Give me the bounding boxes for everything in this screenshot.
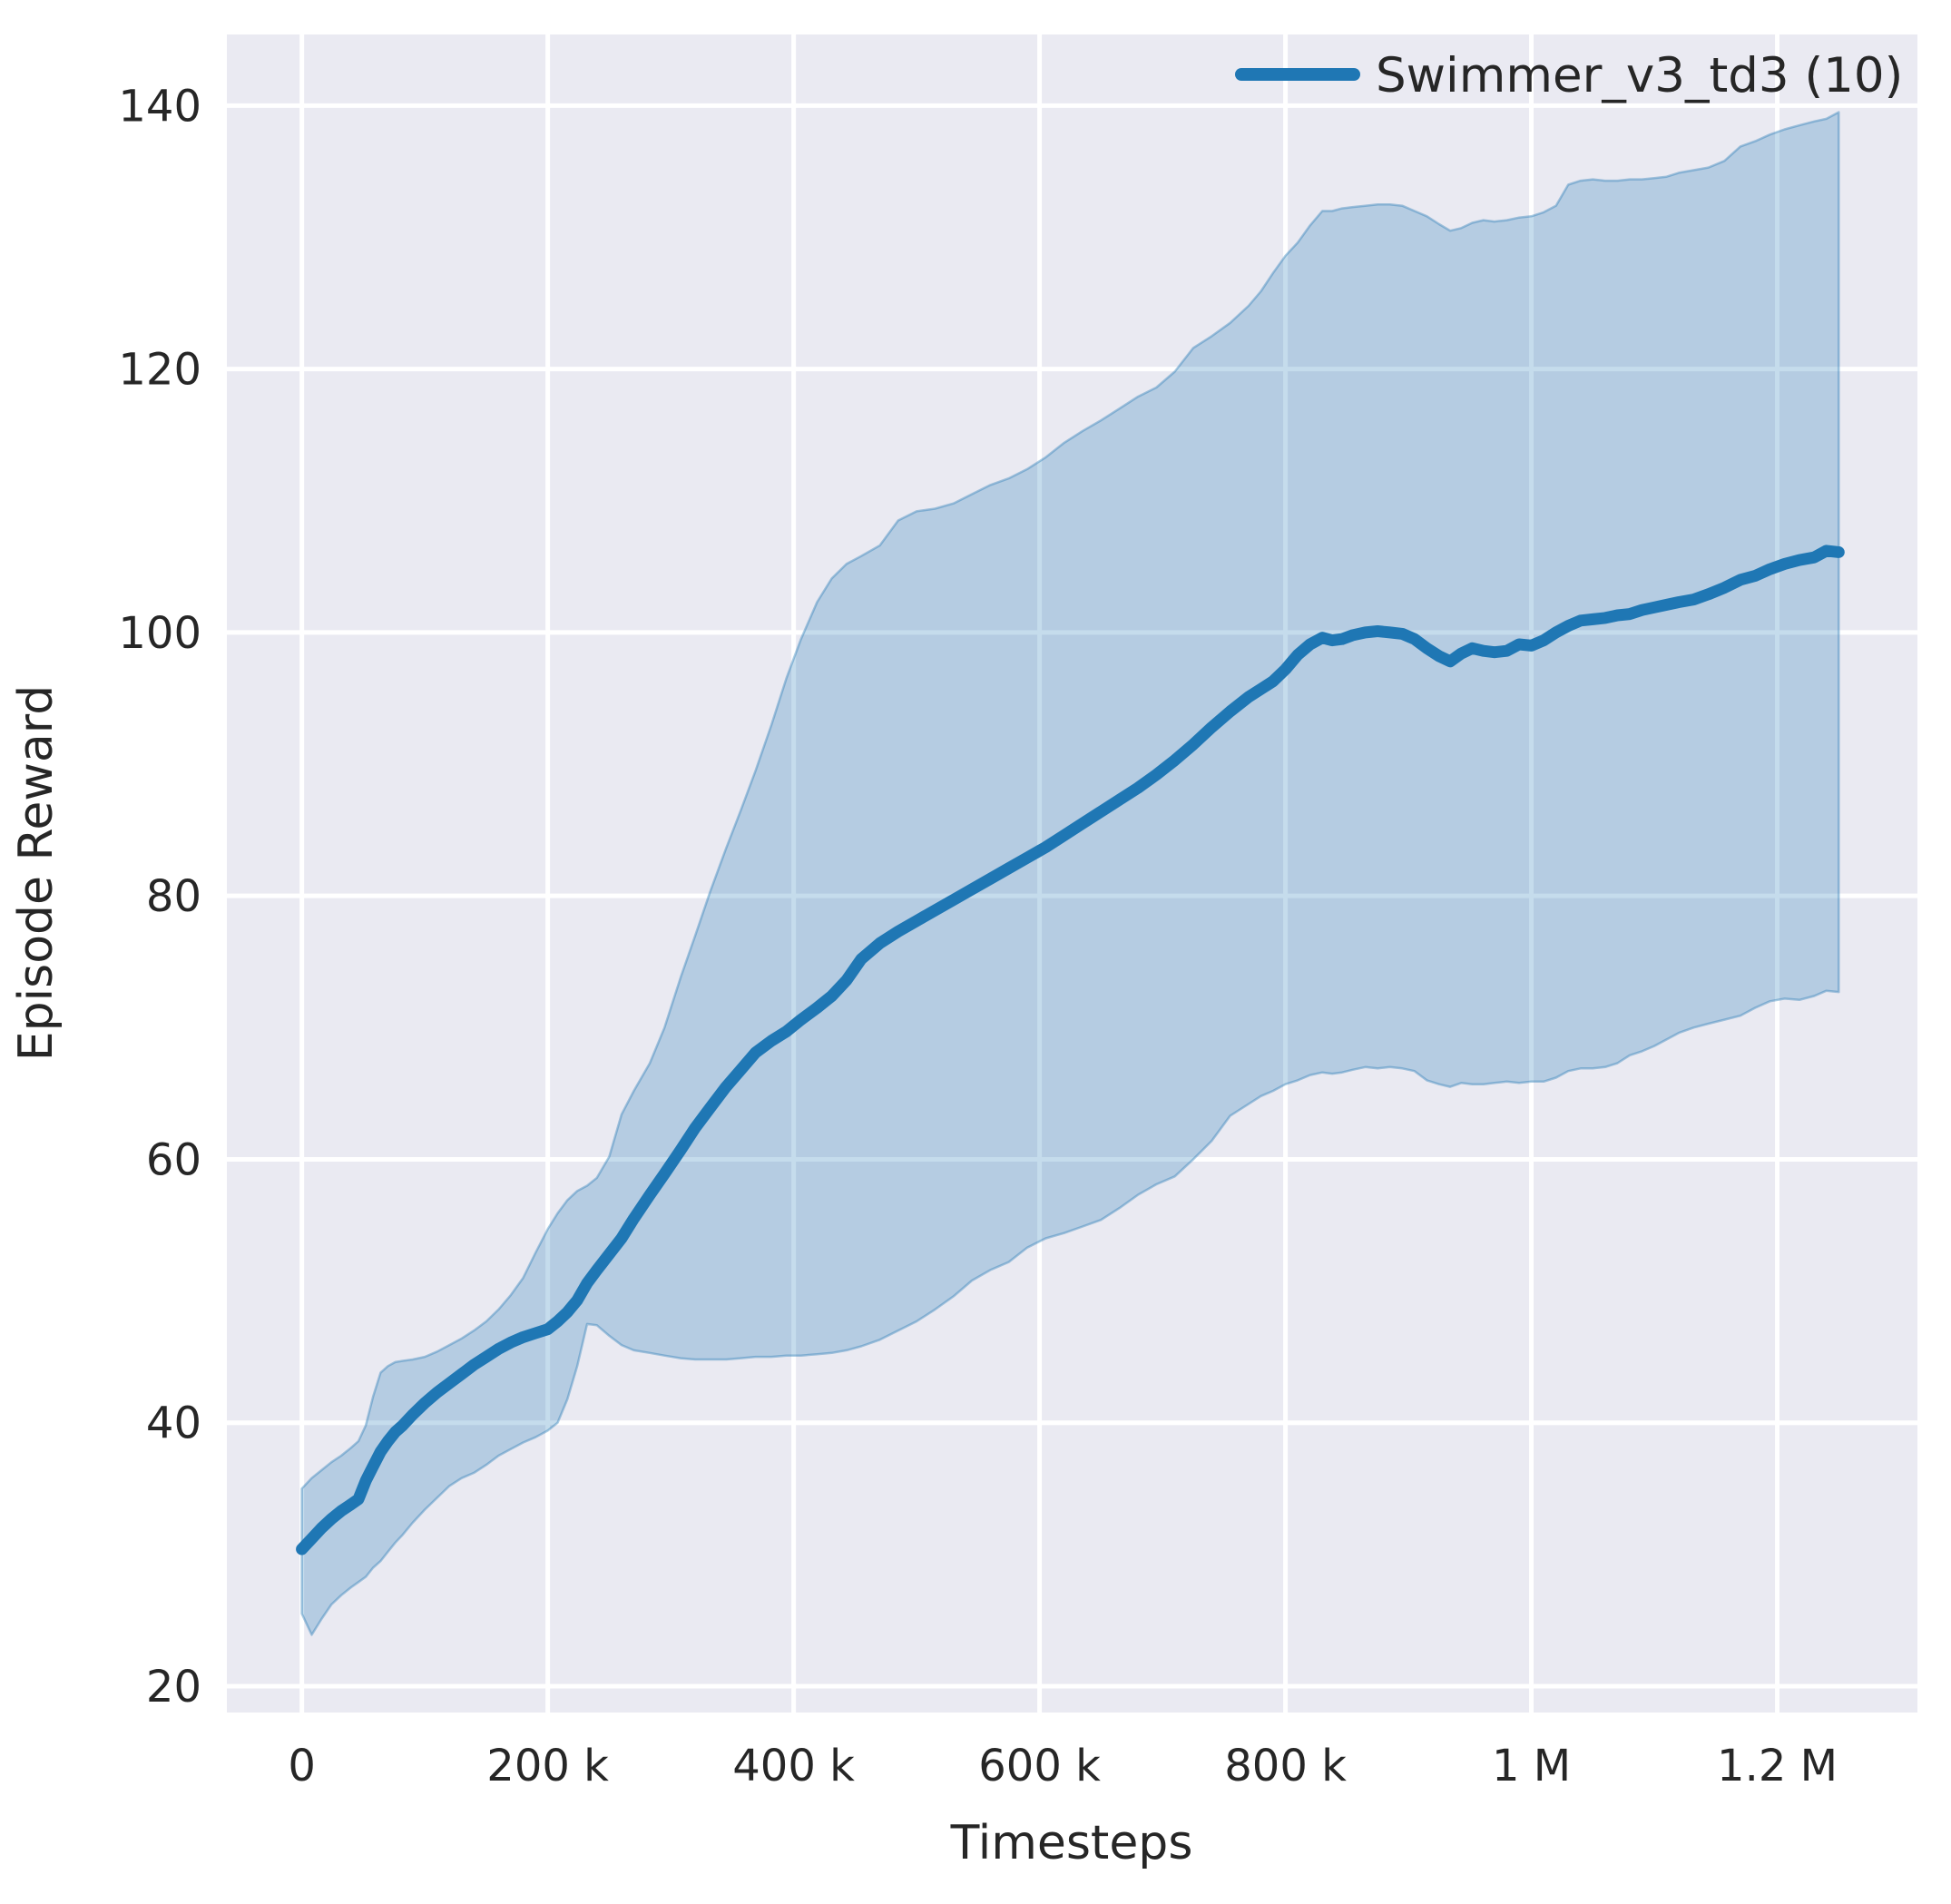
gridlines (227, 34, 1917, 1713)
plot-area (227, 34, 1917, 1713)
y-tick-label: 140 (118, 81, 201, 132)
x-tick-label: 200 k (486, 1741, 609, 1791)
mean-line-path (296, 545, 1845, 1556)
mean-line (296, 545, 1845, 1556)
y-tick-label: 60 (146, 1134, 201, 1185)
y-tick-label: 40 (146, 1399, 201, 1449)
legend: Swimmer_v3_td3 (10) (1235, 48, 1903, 103)
x-axis-label: Timesteps (950, 1816, 1193, 1870)
x-tick-label: 0 (288, 1741, 316, 1791)
x-tick-labels: 0 200 k 400 k 600 k 800 k 1 M 1.2 M (288, 1741, 1838, 1791)
y-tick-labels: 20 40 60 80 100 120 140 (118, 81, 201, 1713)
x-tick-label: 600 k (978, 1741, 1101, 1791)
confidence-band (300, 111, 1840, 1636)
y-axis-label: Episode Reward (9, 685, 64, 1061)
x-tick-label: 1.2 M (1717, 1741, 1838, 1791)
legend-label: Swimmer_v3_td3 (10) (1376, 48, 1903, 103)
y-tick-label: 100 (118, 608, 201, 659)
y-tick-label: 80 (146, 871, 201, 922)
y-tick-label: 120 (118, 345, 201, 396)
x-tick-label: 1 M (1492, 1741, 1571, 1791)
x-tick-label: 800 k (1224, 1741, 1347, 1791)
y-tick-label: 20 (146, 1662, 201, 1713)
confidence-band-path (300, 111, 1840, 1636)
x-tick-label: 400 k (732, 1741, 855, 1791)
